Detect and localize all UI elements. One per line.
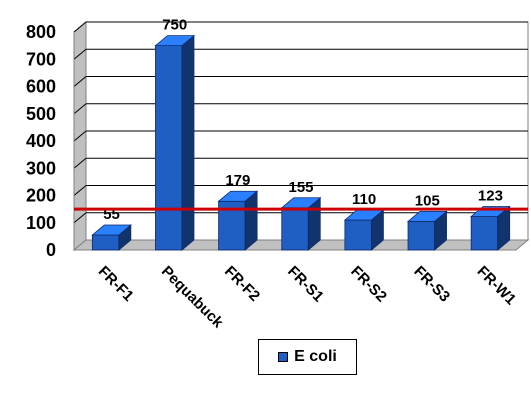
- data-label: 105: [415, 192, 440, 209]
- x-tick-label: FR-F1: [95, 263, 137, 305]
- bar: [281, 207, 309, 251]
- bar-side: [181, 34, 195, 251]
- gridline-side: [73, 48, 87, 60]
- data-label: 155: [288, 179, 313, 196]
- gridline-side: [73, 157, 87, 169]
- legend: E coli: [258, 339, 357, 375]
- bar-top: [217, 190, 259, 202]
- bar: [470, 216, 499, 251]
- legend-label: E coli: [294, 348, 337, 365]
- x-tick-label: Pequabuck: [158, 263, 227, 332]
- data-label: 110: [352, 191, 376, 208]
- y-tick-label: 100: [26, 213, 56, 233]
- data-label: 750: [162, 17, 187, 34]
- gridline-side: [73, 185, 87, 196]
- x-tick-label: FR-F2: [221, 263, 263, 305]
- x-tick-label: FR-S1: [284, 263, 327, 306]
- gridline-side: [73, 76, 87, 87]
- data-label: 179: [225, 172, 250, 189]
- x-tick-label: FR-W1: [474, 263, 520, 309]
- gridline-side: [73, 130, 87, 142]
- x-tick-label: FR-S3: [410, 263, 453, 306]
- gridline-side: [73, 103, 87, 115]
- y-tick-label: 800: [26, 22, 56, 42]
- y-tick-label: 200: [26, 186, 56, 206]
- gridline-side: [73, 21, 87, 33]
- bar: [407, 220, 435, 251]
- y-tick-label: 300: [26, 158, 56, 178]
- bar: [344, 219, 372, 251]
- y-tick-label: 700: [26, 49, 56, 69]
- x-tick-label: FR-S2: [347, 263, 390, 306]
- y-tick-label: 600: [26, 77, 56, 97]
- y-tick-label: 500: [26, 104, 56, 124]
- y-tick-label: 0: [46, 240, 56, 260]
- data-label: 123: [478, 187, 503, 204]
- bar-top: [154, 35, 196, 47]
- legend-swatch: [278, 352, 289, 362]
- bar-top: [406, 210, 448, 222]
- bar-top: [91, 224, 132, 236]
- gridline-side: [73, 212, 87, 224]
- bar: [91, 234, 120, 251]
- bar: [155, 45, 183, 251]
- y-tick-label: 400: [26, 131, 56, 151]
